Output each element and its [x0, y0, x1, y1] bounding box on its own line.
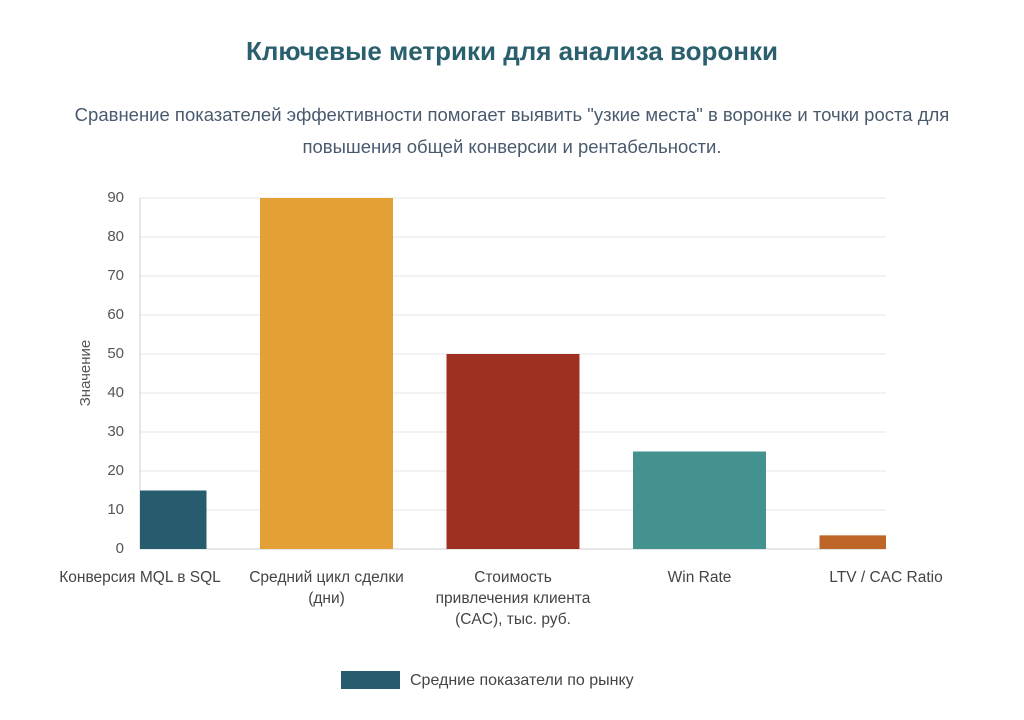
y-tick-label: 10: [107, 501, 124, 518]
y-tick-label: 90: [107, 189, 124, 206]
y-tick-label: 50: [107, 345, 124, 362]
bar: [260, 198, 393, 549]
bars: [140, 198, 886, 549]
x-tick-label: LTV / CAC Ratio: [829, 569, 943, 586]
y-tick-label: 40: [107, 384, 124, 401]
y-tick-label: 0: [116, 540, 124, 557]
bar: [819, 535, 886, 549]
bar: [633, 451, 766, 549]
x-tick-label: Win Rate: [667, 569, 732, 586]
y-tick-label: 60: [107, 306, 124, 323]
x-tick-label: Средний цикл сделки (дни): [249, 569, 404, 607]
y-tick-label: 30: [107, 423, 124, 440]
bar: [140, 490, 207, 549]
legend-label: Средние показатели по рынку: [410, 672, 634, 689]
y-axis-title: Значение: [77, 340, 94, 407]
chart-subtitle: Сравнение показателей эффективности помо…: [74, 104, 950, 157]
x-tick-label: Конверсия MQL в SQL: [59, 569, 221, 586]
bar: [446, 354, 580, 549]
x-tick-label: Стоимость привлечения клиента (CAC), тыс…: [435, 569, 591, 628]
y-tick-label: 80: [107, 228, 124, 245]
chart-title: Ключевые метрики для анализа воронки: [246, 36, 778, 66]
legend-swatch: [341, 671, 400, 689]
y-tick-label: 20: [107, 462, 124, 479]
y-tick-label: 70: [107, 267, 124, 284]
